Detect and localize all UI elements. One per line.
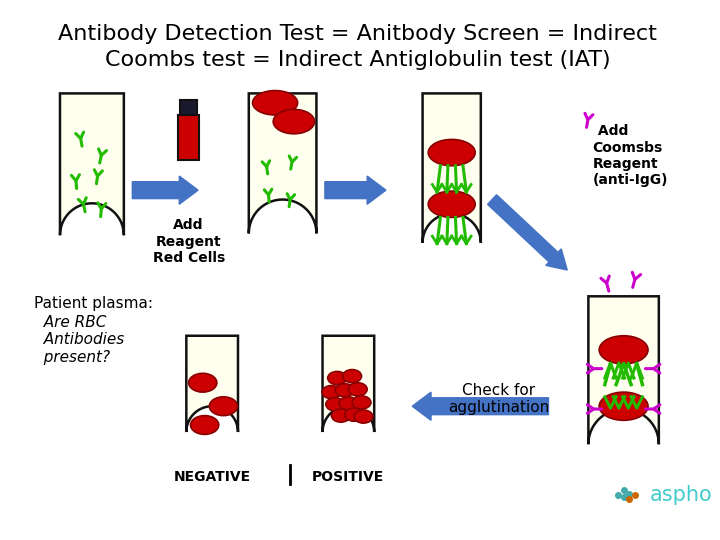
Bar [180, 100, 197, 115]
Ellipse shape [331, 409, 350, 422]
Ellipse shape [339, 397, 358, 410]
Ellipse shape [253, 91, 297, 115]
Text: Coombs test = Indirect Antiglobulin test (IAT): Coombs test = Indirect Antiglobulin test… [105, 50, 611, 70]
Ellipse shape [345, 408, 364, 421]
Ellipse shape [322, 386, 341, 399]
FancyArrow shape [325, 176, 386, 204]
Ellipse shape [352, 396, 371, 409]
Text: Antibody Detection Test = Anitbody Screen = Indirect: Antibody Detection Test = Anitbody Scree… [58, 24, 657, 44]
Text: Patient plasma:: Patient plasma: [34, 296, 153, 311]
Ellipse shape [189, 373, 217, 392]
Bar [179, 115, 199, 160]
Ellipse shape [599, 392, 648, 420]
Text: aspho: aspho [650, 485, 713, 505]
Ellipse shape [336, 383, 354, 397]
Ellipse shape [343, 369, 361, 383]
Polygon shape [588, 296, 659, 444]
Ellipse shape [326, 398, 345, 411]
Ellipse shape [191, 416, 219, 434]
Polygon shape [60, 93, 124, 235]
Text: Add
Coomsbs
Reagent
(anti-IgG): Add Coomsbs Reagent (anti-IgG) [593, 124, 668, 187]
Ellipse shape [273, 110, 315, 134]
Polygon shape [186, 336, 238, 432]
FancyArrow shape [413, 392, 549, 420]
Ellipse shape [328, 372, 346, 384]
Ellipse shape [210, 397, 238, 416]
Text: POSITIVE: POSITIVE [312, 470, 384, 484]
Polygon shape [323, 336, 374, 432]
Polygon shape [249, 93, 316, 233]
Ellipse shape [348, 383, 367, 396]
Polygon shape [423, 93, 481, 243]
FancyArrow shape [132, 176, 198, 204]
Text: Are RBC
  Antibodies
  present?: Are RBC Antibodies present? [34, 315, 124, 365]
Text: Add
Reagent
Red Cells: Add Reagent Red Cells [153, 218, 225, 265]
FancyArrow shape [487, 195, 567, 270]
Ellipse shape [599, 336, 648, 364]
Ellipse shape [354, 410, 373, 423]
Ellipse shape [428, 191, 475, 218]
Text: Check for
agglutination: Check for agglutination [448, 383, 549, 415]
Ellipse shape [428, 139, 475, 166]
Text: NEGATIVE: NEGATIVE [174, 470, 251, 484]
